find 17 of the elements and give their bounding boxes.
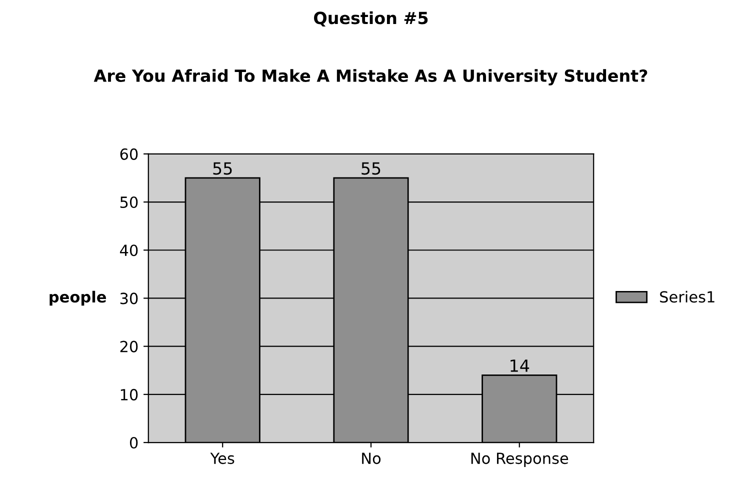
legend-label: Series1	[660, 290, 714, 303]
x-tick-label: No Response	[471, 452, 568, 468]
data-label: 55	[213, 162, 232, 175]
y-tick-label: 0	[130, 436, 138, 449]
x-tick-label: Yes	[210, 452, 234, 464]
x-tick-label: No	[362, 452, 381, 464]
data-label: 14	[510, 360, 530, 372]
y-tick-label: 20	[120, 340, 138, 352]
y-tick-label: 60	[120, 148, 138, 160]
y-tick-label: 30	[120, 292, 138, 304]
chart-subtitle: Are You Afraid To Make A Mistake As A University Student?	[94, 69, 648, 86]
chart-title: Question #5	[314, 11, 428, 26]
y-tick-label: 50	[120, 196, 138, 208]
y-axis-title: people	[50, 290, 106, 306]
data-label: 55	[362, 162, 380, 175]
y-tick-label: 10	[120, 388, 138, 400]
y-tick-label: 40	[120, 244, 138, 256]
